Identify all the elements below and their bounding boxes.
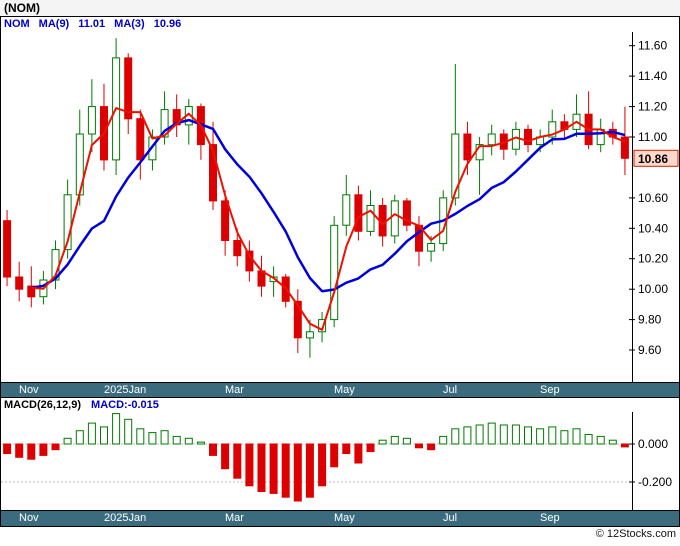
main-chart-legend: NOM MA(9) 11.01 MA(3) 10.96 xyxy=(1,17,679,32)
y-tick-label: 11.20 xyxy=(638,100,667,114)
ma9-line xyxy=(31,118,626,293)
footer-link[interactable]: © 12Stocks.com xyxy=(595,528,676,540)
x-axis-label: Nov xyxy=(19,384,39,396)
ma3-line xyxy=(31,107,626,331)
y-tick-label: 9.80 xyxy=(638,313,662,327)
macd-params-label: MACD(26,12,9) xyxy=(4,399,82,411)
candles-layer xyxy=(3,38,629,358)
x-axis-label: May xyxy=(334,512,355,524)
footer: © 12Stocks.com xyxy=(0,527,680,541)
x-axis-label: Sep xyxy=(540,512,560,524)
macd-value-label: MACD:-0.015 xyxy=(91,399,159,411)
x-axis-bar-top: Nov 2025Jan Mar May Jul Sep xyxy=(1,382,679,398)
macd-bars-layer xyxy=(3,413,629,502)
last-price-label: 10.86 xyxy=(638,152,668,166)
x-axis-label: Jul xyxy=(443,384,458,396)
x-axis-label: Mar xyxy=(225,384,244,396)
x-axis-label: Mar xyxy=(225,512,244,524)
legend-ma9-value: 11.01 xyxy=(78,18,106,30)
x-axis-label: Nov xyxy=(19,512,39,524)
y-tick-label: 10.40 xyxy=(638,221,668,235)
y-tick-label: 11.00 xyxy=(638,130,667,144)
macd-chart-svg: 0.000 -0.200 xyxy=(1,412,672,510)
macd-legend: MACD(26,12,9) MACD:-0.015 xyxy=(1,398,679,412)
legend-symbol: NOM xyxy=(4,18,30,30)
macd-tick-label: 0.000 xyxy=(638,437,668,451)
y-tick-label: 11.60 xyxy=(638,39,667,53)
main-chart-svg: 11.60 11.40 11.20 11.00 10.60 10.40 10.20 10.00… xyxy=(3,32,679,382)
chart-frame: NOM MA(9) 11.01 MA(3) 10.96 11.60 11.40 11.20 1… xyxy=(0,16,680,527)
y-tick-label: 10.00 xyxy=(638,282,668,296)
x-axis-bar-bottom: Nov 2025Jan Mar May Jul Sep xyxy=(1,510,679,526)
x-axis-label: May xyxy=(334,384,355,396)
y-tick-label: 10.60 xyxy=(638,191,668,205)
legend-ma3-value: 10.96 xyxy=(153,18,182,30)
x-axis-label: Jul xyxy=(443,512,458,524)
last-price-box: 10.86 xyxy=(633,149,679,167)
y-tick-label: 10.20 xyxy=(638,252,668,266)
legend-ma9-label: MA(9) xyxy=(38,18,70,30)
y-axis-labels: 11.60 11.40 11.20 11.00 10.60 10.40 10.20 10.00… xyxy=(629,39,668,357)
macd-tick-label: -0.200 xyxy=(638,475,672,489)
x-axis-label: 2025Jan xyxy=(104,512,147,524)
x-axis-label: 2025Jan xyxy=(104,384,147,396)
x-axis-label: Sep xyxy=(540,384,560,396)
page-title: (NOM) xyxy=(0,0,680,16)
legend-ma3-label: MA(3) xyxy=(114,18,145,30)
y-tick-label: 9.60 xyxy=(638,343,662,357)
y-tick-label: 11.40 xyxy=(638,69,667,83)
